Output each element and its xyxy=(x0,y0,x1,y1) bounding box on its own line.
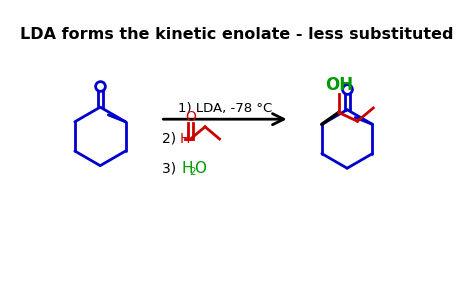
Text: H: H xyxy=(179,132,190,146)
Text: O: O xyxy=(185,110,196,124)
Text: H: H xyxy=(181,161,192,176)
Text: OH: OH xyxy=(326,76,354,94)
Text: 1) LDA, -78 °C: 1) LDA, -78 °C xyxy=(178,102,272,115)
Text: O: O xyxy=(194,161,206,176)
Text: 3): 3) xyxy=(162,161,181,175)
Text: LDA forms the kinetic enolate - less substituted: LDA forms the kinetic enolate - less sub… xyxy=(20,27,454,42)
Text: 2): 2) xyxy=(162,132,181,146)
Text: 2: 2 xyxy=(189,167,195,177)
